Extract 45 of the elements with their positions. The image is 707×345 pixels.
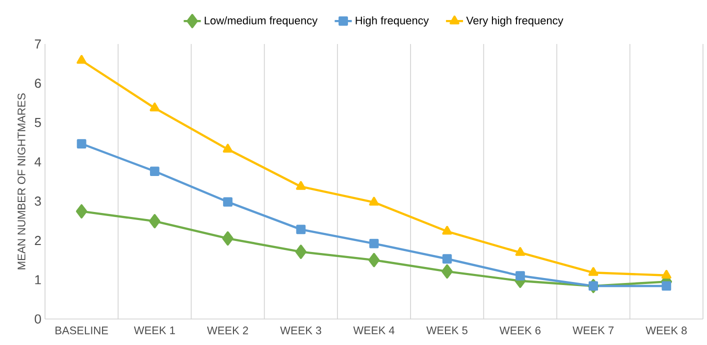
point [442, 264, 453, 279]
point [76, 55, 86, 64]
point [222, 144, 233, 153]
point [295, 244, 306, 259]
x-tick-label: WEEK 6 [499, 326, 541, 334]
x-tick-label: WEEK 5 [426, 326, 468, 334]
x-tick-label: BASELINE [56, 326, 108, 334]
y-tick-label: 7 [34, 40, 41, 48]
y-tick-label: 5 [34, 118, 41, 128]
point [588, 267, 598, 276]
point [515, 247, 526, 256]
y-axis-title: MEAN NUMBER OF NIGHTMARES [18, 93, 26, 270]
point [662, 270, 672, 279]
y-tick-label: 2 [34, 236, 41, 245]
point [369, 196, 379, 206]
point [442, 226, 452, 235]
x-tick-label: WEEK 3 [280, 326, 322, 334]
point [223, 197, 232, 207]
point [76, 204, 88, 218]
y-tick-label: 1 [35, 275, 41, 284]
point [588, 281, 598, 291]
point [662, 281, 672, 291]
x-tick-label: WEEK 1 [134, 326, 175, 334]
point [149, 214, 160, 228]
legend-label: Low/medium frequency [204, 16, 318, 27]
legend-label: High frequency [356, 16, 429, 27]
x-tick-label: WEEK 8 [646, 326, 687, 334]
y-tick-label: 3 [34, 196, 41, 206]
point [368, 252, 380, 268]
x-tick-label: WEEK 7 [572, 326, 614, 334]
y-tick-label: 0 [34, 314, 41, 324]
point [442, 254, 452, 264]
point [516, 271, 525, 280]
x-tick-label: WEEK 4 [353, 326, 394, 334]
legend-label: Very high frequency [466, 16, 564, 27]
y-tick-label: 4 [34, 157, 42, 166]
point [150, 102, 160, 112]
point [369, 238, 379, 248]
point [222, 231, 234, 246]
point [296, 181, 306, 190]
point [150, 166, 160, 176]
y-tick-label: 6 [34, 78, 41, 88]
x-tick-label: WEEK 2 [207, 326, 248, 334]
point [296, 224, 306, 234]
point [76, 139, 86, 148]
